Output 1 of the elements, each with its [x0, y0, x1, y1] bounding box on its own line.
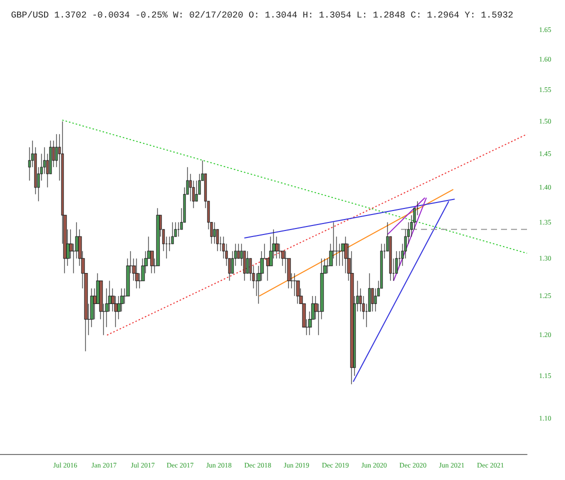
chart-title: GBP/USD 1.3702 -0.0034 -0.25% W: 02/17/2020 O: 1.3044 H: 1.3054 L: 1.2848 C: 1.2964 Y: 1.5932	[11, 10, 514, 20]
